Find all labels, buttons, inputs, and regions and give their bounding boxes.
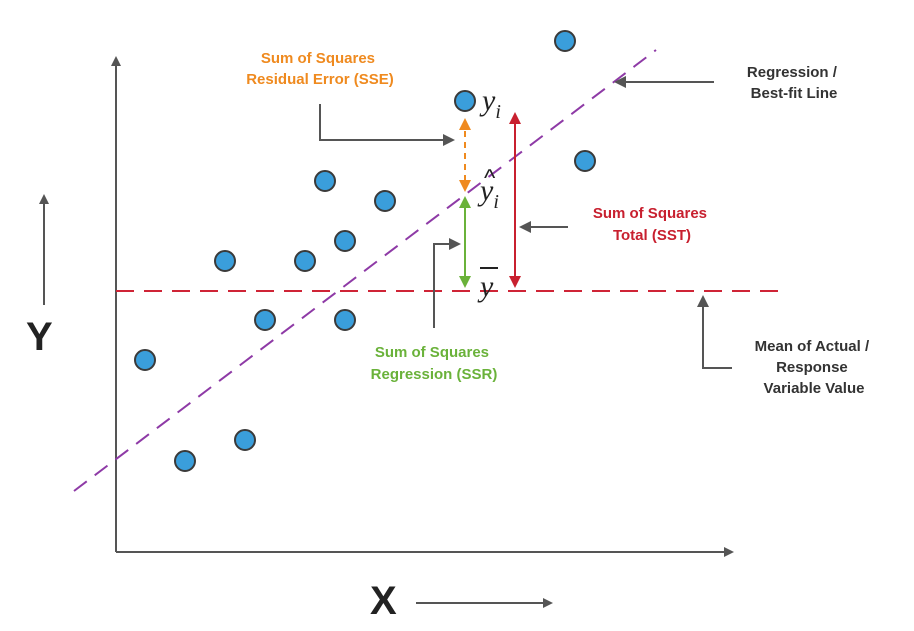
y-bar-label: y [477,270,494,303]
data-point [214,250,236,272]
x-axis-label: X [370,579,397,623]
data-point [374,190,396,212]
data-point [234,429,256,451]
sst-label: Sum of Squares Total (SST) [593,205,711,244]
sse-pointer [319,104,455,146]
data-points [134,30,596,472]
mean-label: Mean of Actual / Response Variable Value [755,338,874,397]
data-point [574,150,596,172]
hat-symbol: ^ [484,165,496,192]
data-point [294,250,316,272]
data-point [334,309,356,331]
y-i-label: yi [479,84,501,123]
data-point [554,30,576,52]
data-point [334,230,356,252]
data-point [454,90,476,112]
data-point [314,170,336,192]
regression-label: Regression / Best-fit Line [747,64,841,102]
ssr-pointer [433,238,461,328]
y-axis-label: Y [26,315,53,359]
data-point [254,309,276,331]
y-hat-i-label: yi [477,174,499,213]
ssr-label: Sum of Squares Regression (SSR) [371,344,498,383]
data-point [174,450,196,472]
mean-pointer [697,295,732,369]
sse-label: Sum of Squares Residual Error (SSE) [246,50,394,88]
data-point [134,349,156,371]
regression-line [73,49,657,492]
